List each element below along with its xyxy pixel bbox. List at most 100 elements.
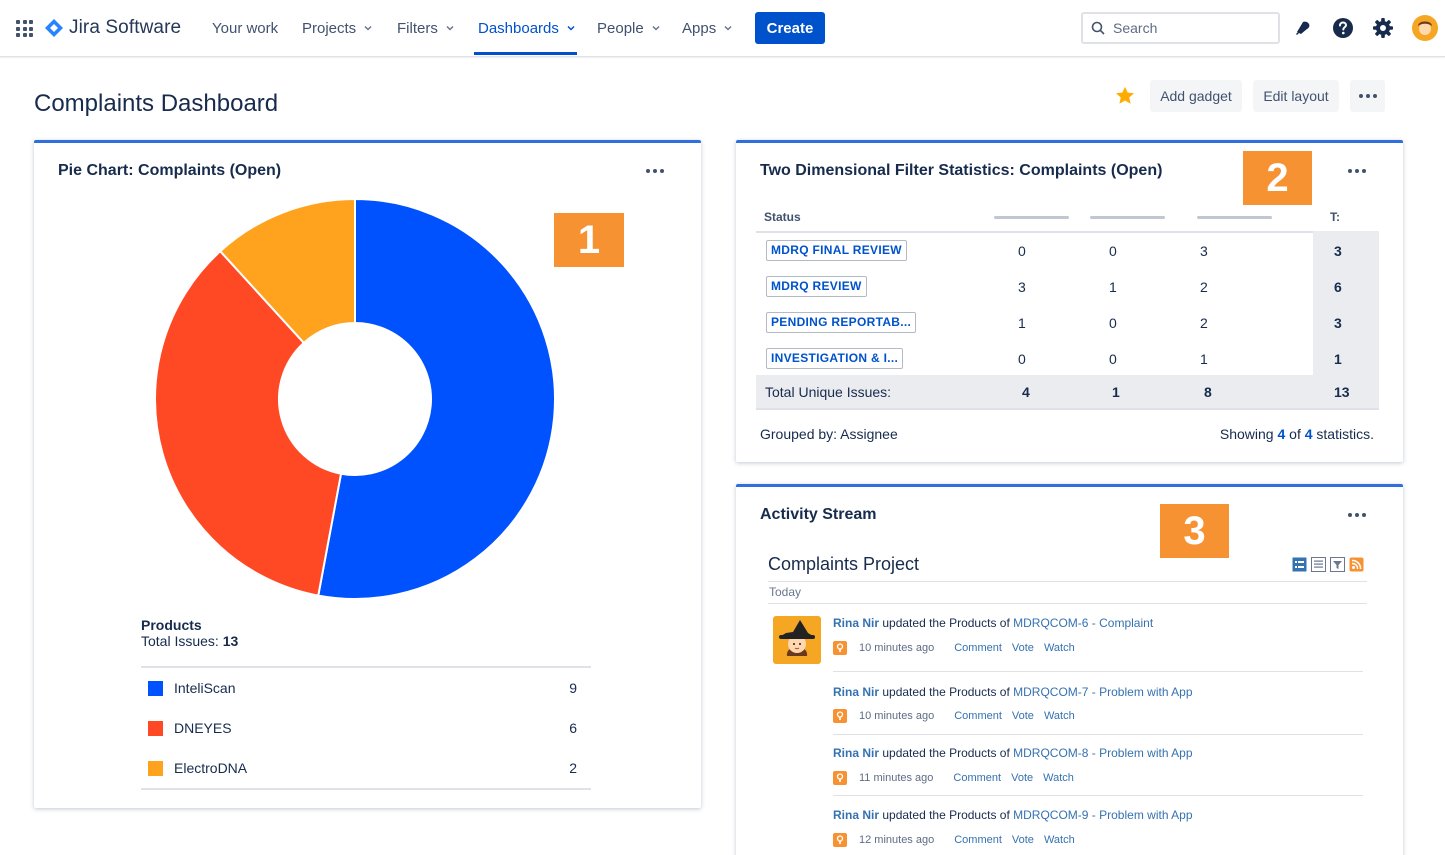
status-lozenge[interactable]: INVESTIGATION & I... [766, 348, 904, 369]
rss-feed-icon[interactable] [1349, 557, 1364, 572]
watch-link[interactable]: Watch [1043, 772, 1074, 784]
status-lozenge[interactable]: MDRQ FINAL REVIEW [766, 240, 907, 261]
nav-filters[interactable]: Filters [397, 18, 455, 38]
filter-icon[interactable] [1330, 557, 1345, 572]
activity-issue-link[interactable]: MDRQCOM-9 - Problem with App [1013, 808, 1193, 822]
table-cell[interactable]: 3 [1018, 279, 1026, 295]
activity-issue-link[interactable]: MDRQCOM-8 - Problem with App [1013, 746, 1193, 760]
table-cell[interactable]: 0 [1109, 315, 1117, 331]
vote-link[interactable]: Vote [1011, 772, 1034, 784]
watch-link[interactable]: Watch [1043, 834, 1075, 846]
help-button[interactable] [1331, 16, 1355, 40]
settings-button[interactable] [1371, 16, 1395, 40]
nav-projects-label: Projects [302, 19, 357, 37]
compact-view-icon[interactable] [1311, 557, 1326, 572]
table-cell[interactable]: 1 [1200, 351, 1208, 367]
row-total[interactable]: 3 [1334, 243, 1342, 259]
activity-user-link[interactable]: Rina Nir [833, 685, 880, 699]
vote-link[interactable]: Vote [1011, 642, 1034, 654]
star-icon[interactable] [1114, 85, 1136, 107]
status-lozenge[interactable]: PENDING REPORTAB... [766, 312, 917, 333]
chevron-down-icon [364, 25, 372, 31]
edit-layout-button[interactable]: Edit layout [1253, 80, 1339, 112]
row-total[interactable]: 1 [1334, 351, 1342, 367]
table-cell[interactable]: 0 [1018, 351, 1026, 367]
activity-entry: Rina Nir updated the Products of MDRQCOM… [833, 808, 1367, 822]
nav-projects[interactable]: Projects [302, 18, 373, 38]
user-avatar[interactable] [1412, 15, 1438, 41]
nav-dashboards[interactable]: Dashboards [478, 18, 576, 38]
grand-total[interactable]: 13 [1334, 384, 1350, 400]
status-lozenge[interactable]: MDRQ REVIEW [766, 276, 867, 297]
notifications-button[interactable] [1291, 16, 1315, 40]
showing-count: 4 [1277, 426, 1286, 442]
column-header-status[interactable]: Status [764, 210, 801, 224]
totals-cell[interactable]: 8 [1204, 384, 1212, 400]
activity-user-link[interactable]: Rina Nir [833, 808, 880, 822]
activity-meta: 12 minutes ago Comment Vote Watch [833, 833, 1075, 847]
row-total[interactable]: 6 [1334, 279, 1342, 295]
nav-apps[interactable]: Apps [682, 18, 733, 38]
nav-dashboards-label: Dashboards [478, 19, 559, 37]
column-header-total[interactable]: T: [1330, 210, 1340, 224]
grouped-by-label: Grouped by: Assignee [760, 426, 898, 442]
add-gadget-button[interactable]: Add gadget [1150, 80, 1242, 112]
gadget-menu-button[interactable] [1345, 507, 1369, 523]
activity-entry: Rina Nir updated the Products of MDRQCOM… [833, 746, 1367, 760]
table-cell[interactable]: 0 [1109, 351, 1117, 367]
activity-user-link[interactable]: Rina Nir [833, 746, 880, 760]
legend-header: Products Total Issues: 13 [141, 617, 238, 649]
create-button[interactable]: Create [755, 12, 825, 44]
gadget-menu-button[interactable] [643, 163, 667, 179]
legend-swatch [148, 720, 163, 736]
pie-chart-gadget: Pie Chart: Complaints (Open) 1 Products … [34, 140, 701, 808]
comment-link[interactable]: Comment [954, 834, 1002, 846]
total-issues-label: Total Issues: [141, 633, 219, 649]
table-cell[interactable]: 0 [1018, 243, 1026, 259]
row-total[interactable]: 3 [1334, 315, 1342, 331]
pie-slice-dneyes[interactable] [154, 249, 343, 597]
table-cell[interactable]: 2 [1200, 315, 1208, 331]
search-box[interactable] [1081, 12, 1280, 44]
table-cell[interactable]: 1 [1109, 279, 1117, 295]
comment-link[interactable]: Comment [954, 710, 1002, 722]
list-view-icon[interactable] [1292, 557, 1307, 572]
table-cell[interactable]: 3 [1200, 243, 1208, 259]
pie-slice-inteliscan[interactable] [317, 197, 556, 600]
settings-icon [1373, 18, 1393, 38]
vote-link[interactable]: Vote [1011, 834, 1034, 846]
comment-link[interactable]: Comment [953, 772, 1002, 784]
page-title: Complaints Dashboard [34, 90, 279, 117]
pie-slice-electrodna[interactable] [218, 197, 356, 345]
showing-total: 4 [1304, 426, 1313, 442]
app-switcher-icon[interactable] [16, 20, 33, 37]
nav-people[interactable]: People [597, 18, 661, 38]
activity-issue-link[interactable]: MDRQCOM-7 - Problem with App [1013, 685, 1193, 699]
divider [768, 603, 1367, 604]
gadget-menu-button[interactable] [1345, 163, 1369, 179]
active-tab-indicator [474, 52, 577, 55]
legend-count: 2 [569, 760, 577, 776]
comment-link[interactable]: Comment [954, 642, 1002, 654]
legend-row[interactable]: ElectroDNA 2 [141, 748, 591, 788]
legend-row[interactable]: DNEYES 6 [141, 708, 591, 748]
showing-suffix: statistics. [1316, 426, 1374, 442]
jira-logo[interactable]: Jira Software [45, 16, 181, 40]
more-actions-button[interactable] [1350, 80, 1385, 112]
showing-of: of [1289, 426, 1301, 442]
table-cell[interactable]: 2 [1200, 279, 1208, 295]
legend-row[interactable]: InteliScan 9 [141, 668, 591, 708]
watch-link[interactable]: Watch [1043, 710, 1075, 722]
watch-link[interactable]: Watch [1043, 642, 1075, 654]
gadget-title: Two Dimensional Filter Statistics: Compl… [760, 162, 1163, 179]
activity-user-link[interactable]: Rina Nir [833, 616, 880, 630]
avatar[interactable] [773, 616, 821, 664]
table-cell[interactable]: 0 [1109, 243, 1117, 259]
table-cell[interactable]: 1 [1018, 315, 1026, 331]
totals-cell[interactable]: 1 [1112, 384, 1120, 400]
totals-cell[interactable]: 4 [1022, 384, 1030, 400]
vote-link[interactable]: Vote [1011, 710, 1034, 722]
activity-issue-link[interactable]: MDRQCOM-6 - Complaint [1013, 616, 1154, 630]
search-input[interactable] [1113, 20, 1263, 36]
nav-your-work[interactable]: Your work [212, 18, 278, 38]
